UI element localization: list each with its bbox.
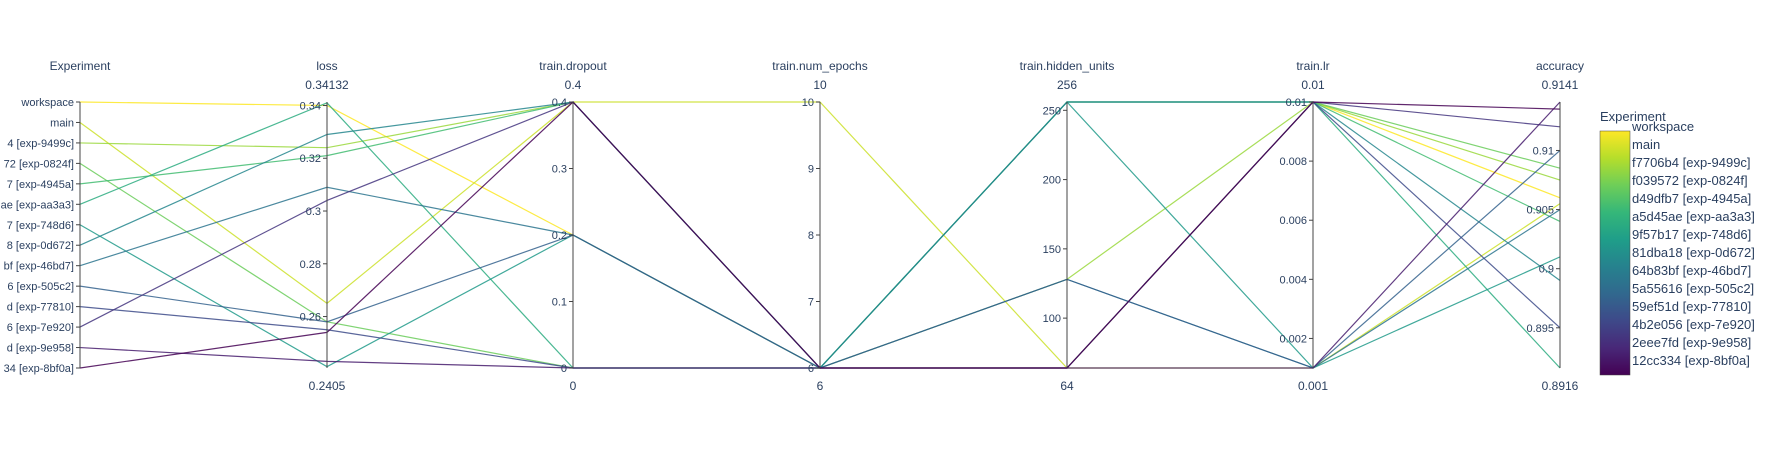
axis-min-dropout: 0 <box>570 379 577 393</box>
tick-label-epochs: 9 <box>808 164 814 176</box>
legend-item: f7706b4 [exp-9499c] <box>1632 155 1751 170</box>
category-label: 7 [exp-4945a] <box>7 179 74 191</box>
tick-label-accuracy: 0.895 <box>1526 323 1554 335</box>
category-label: bf [exp-46bd7] <box>4 261 74 273</box>
legend-item: 64b83bf [exp-46bd7] <box>1632 263 1751 278</box>
tick-label-lr: 0.01 <box>1286 97 1307 109</box>
legend-item: f039572 [exp-0824f] <box>1632 173 1748 188</box>
colorbar <box>1599 130 1631 376</box>
legend-item: workspace <box>1631 119 1694 134</box>
category-label: d [exp-77810] <box>7 302 74 314</box>
axis-max-dropout: 0.4 <box>565 78 582 92</box>
axis-max-accuracy: 0.9141 <box>1542 78 1579 92</box>
tick-label-epochs: 10 <box>802 97 814 109</box>
axis-title-lr: train.lr <box>1296 59 1329 73</box>
axis-dropout: train.dropout 0.4 00 0.1 0.2 0.3 0.4 <box>539 59 607 393</box>
axis-hidden: train.hidden_units 256 64 100 150 200 250 <box>1020 59 1115 393</box>
tick-label-lr: 0.008 <box>1279 156 1307 168</box>
tick-label-epochs: 6 <box>808 363 814 375</box>
legend-item: 4b2e056 [exp-7e920] <box>1632 317 1755 332</box>
axis-accuracy: accuracy 0.9141 0.8916 0.895 0.9 0.905 0.91 <box>1526 59 1584 393</box>
tick-label-epochs: 7 <box>808 297 814 309</box>
legend-item: 5a55616 [exp-505c2] <box>1632 281 1754 296</box>
axis-max-lr: 0.01 <box>1301 78 1325 92</box>
axes-layer: Experiment workspace main 4 [exp-9499c] 72 [… <box>1 59 1584 393</box>
tick-label-loss: 0.26 <box>300 312 321 324</box>
axis-min-epochs: 6 <box>817 379 824 393</box>
category-label: main <box>50 117 74 129</box>
axis-max-loss: 0.34132 <box>305 78 349 92</box>
tick-label-accuracy: 0.91 <box>1533 145 1554 157</box>
tick-label-epochs: 8 <box>808 230 814 242</box>
axis-max-epochs: 10 <box>813 78 827 92</box>
tick-label-dropout: 0 <box>561 363 567 375</box>
category-label: d [exp-9e958] <box>7 343 74 355</box>
legend-title: Experiment <box>1600 109 1666 124</box>
axis-title-epochs: train.num_epochs <box>772 59 867 73</box>
category-label: ae [exp-aa3a3] <box>1 199 74 211</box>
tick-label-accuracy: 0.9 <box>1539 264 1554 276</box>
category-label: workspace <box>20 97 74 109</box>
tick-label-loss: 0.34 <box>300 100 321 112</box>
axis-min-loss: 0.2405 <box>309 379 346 393</box>
category-label: 6 [exp-505c2] <box>7 281 74 293</box>
tick-label-loss: 0.3 <box>306 206 321 218</box>
axis-min-lr: 0.001 <box>1298 379 1328 393</box>
legend-item: 2eee7fd [exp-9e958] <box>1632 335 1751 350</box>
tick-label-dropout: 0.4 <box>552 97 567 109</box>
axis-min-hidden: 64 <box>1060 379 1074 393</box>
category-label: 34 [exp-8bf0a] <box>4 363 74 375</box>
axis-title-accuracy: accuracy <box>1536 59 1584 73</box>
axis-title-dropout: train.dropout <box>539 59 607 73</box>
tick-label-accuracy: 0.905 <box>1526 205 1554 217</box>
axis-epochs: train.num_epochs 10 66 7 8 9 10 <box>772 59 867 393</box>
tick-label-loss: 0.28 <box>300 259 321 271</box>
tick-label-lr: 0.006 <box>1279 215 1307 227</box>
tick-label-lr: 0.002 <box>1279 333 1307 345</box>
tick-label-dropout: 0.3 <box>552 164 567 176</box>
tick-label-lr: 0.004 <box>1279 274 1307 286</box>
tick-label-loss: 0.32 <box>300 153 321 165</box>
legend-item: 59ef51d [exp-77810] <box>1632 299 1751 314</box>
category-label: 4 [exp-9499c] <box>7 138 74 150</box>
tick-label-hidden: 100 <box>1043 313 1061 325</box>
tick-label-dropout: 0.2 <box>552 230 567 242</box>
category-label: 72 [exp-0824f] <box>4 158 74 170</box>
tick-label-hidden: 150 <box>1043 244 1061 256</box>
axis-title-loss: loss <box>316 59 337 73</box>
axis-lr: train.lr 0.01 0.001 0.002 0.004 0.006 0.008 0.0… <box>1279 59 1329 393</box>
category-label: 6 [exp-7e920] <box>7 322 74 334</box>
axis-title-experiment: Experiment <box>50 59 111 73</box>
category-label: 7 [exp-748d6] <box>7 220 74 232</box>
axis-title-hidden: train.hidden_units <box>1020 59 1115 73</box>
axis-min-accuracy: 0.8916 <box>1542 379 1579 393</box>
legend-item: 81dba18 [exp-0d672] <box>1632 245 1755 260</box>
axis-experiment: Experiment workspace main 4 [exp-9499c] 72 [… <box>1 59 111 375</box>
legend-item: 9f57b17 [exp-748d6] <box>1632 227 1751 242</box>
legend-item: main <box>1632 137 1660 152</box>
tick-label-dropout: 0.1 <box>552 297 567 309</box>
legend-item: d49dfb7 [exp-4945a] <box>1632 191 1751 206</box>
axis-max-hidden: 256 <box>1057 78 1077 92</box>
legend-item: 12cc334 [exp-8bf0a] <box>1632 353 1750 368</box>
legend-item: a5d45ae [exp-aa3a3] <box>1632 209 1755 224</box>
category-label: 8 [exp-0d672] <box>7 240 74 252</box>
tick-label-hidden: 250 <box>1043 105 1061 117</box>
axis-loss: loss 0.34132 0.2405 0.26 0.28 0.3 0.32 0.34 <box>300 59 349 393</box>
tick-label-hidden: 200 <box>1043 175 1061 187</box>
